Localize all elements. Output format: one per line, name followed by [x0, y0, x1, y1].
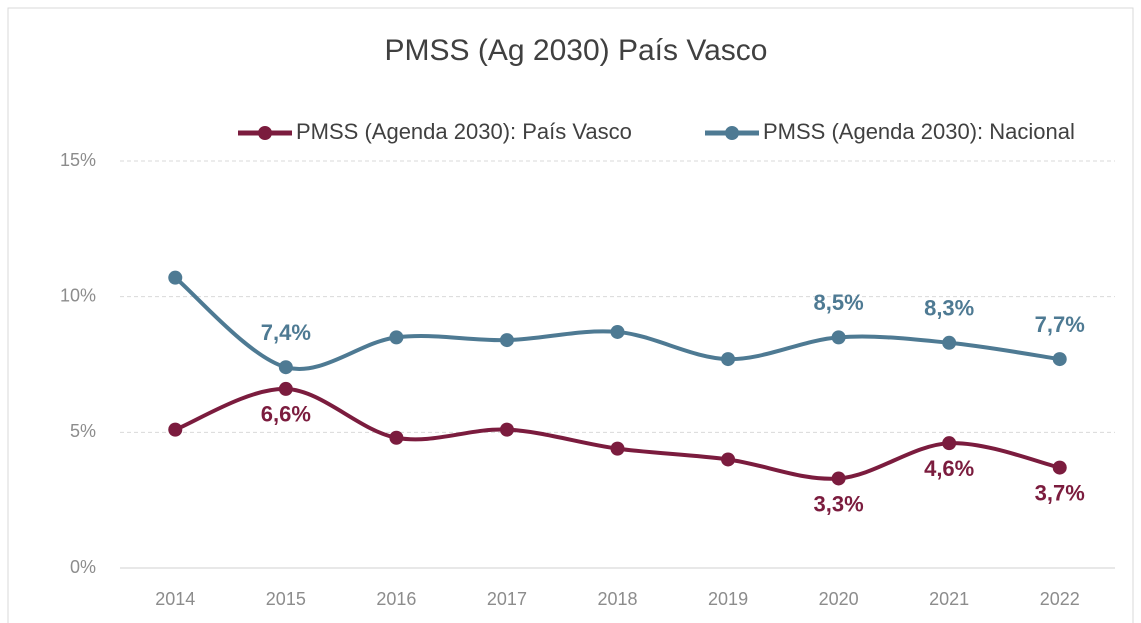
- data-label: 3,3%: [814, 491, 864, 516]
- series-marker: [831, 330, 846, 345]
- series-marker: [1052, 460, 1067, 475]
- x-tick-label: 2015: [266, 589, 306, 609]
- data-label: 8,5%: [814, 290, 864, 315]
- y-tick-label: 5%: [70, 421, 96, 441]
- series-marker: [278, 381, 293, 396]
- x-tick-label: 2018: [597, 589, 637, 609]
- chart-title: PMSS (Ag 2030) País Vasco: [385, 34, 768, 67]
- data-label: 6,6%: [261, 402, 311, 427]
- series-marker: [278, 360, 293, 375]
- x-tick-label: 2014: [155, 589, 195, 609]
- series-marker: [610, 441, 625, 456]
- data-label: 7,4%: [261, 320, 311, 345]
- series-marker: [499, 333, 514, 348]
- series-marker: [168, 270, 183, 285]
- data-label: 8,3%: [924, 296, 974, 321]
- series-marker: [610, 324, 625, 339]
- series-marker: [499, 422, 514, 437]
- legend-label: PMSS (Agenda 2030): País Vasco: [296, 119, 632, 144]
- series-marker: [168, 422, 183, 437]
- legend-marker: [725, 126, 739, 140]
- x-tick-label: 2016: [376, 589, 416, 609]
- data-label: 7,7%: [1035, 312, 1085, 337]
- y-tick-label: 0%: [70, 557, 96, 577]
- y-tick-label: 15%: [60, 150, 96, 170]
- series-marker: [721, 352, 736, 367]
- legend-marker: [258, 126, 272, 140]
- data-label: 4,6%: [924, 456, 974, 481]
- series-marker: [389, 330, 404, 345]
- x-tick-label: 2019: [708, 589, 748, 609]
- chart-frame: [7, 7, 1134, 623]
- series-marker: [1052, 352, 1067, 367]
- series-marker: [389, 430, 404, 445]
- x-tick-label: 2020: [819, 589, 859, 609]
- series-marker: [831, 471, 846, 486]
- series-marker: [942, 335, 957, 350]
- x-tick-label: 2021: [929, 589, 969, 609]
- x-tick-label: 2022: [1040, 589, 1080, 609]
- data-label: 3,7%: [1035, 480, 1085, 505]
- series-marker: [942, 436, 957, 451]
- y-tick-label: 10%: [60, 285, 96, 305]
- series-marker: [721, 452, 736, 467]
- x-tick-label: 2017: [487, 589, 527, 609]
- legend-label: PMSS (Agenda 2030): Nacional: [763, 119, 1075, 144]
